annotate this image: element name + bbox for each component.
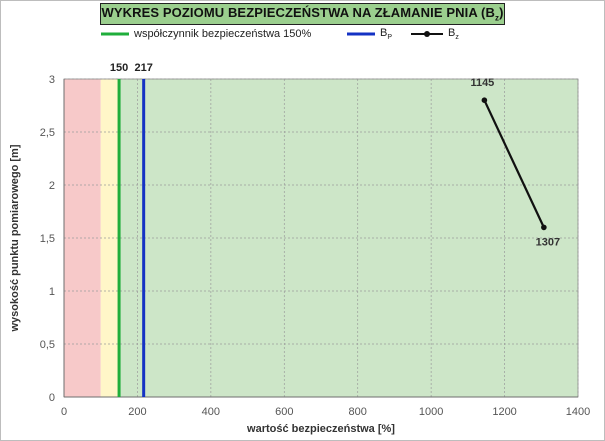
x-tick-label: 800 [349, 406, 367, 418]
x-tick-label: 1400 [566, 406, 590, 418]
legend-swatch-bp [347, 32, 375, 36]
vline-label: 217 [134, 62, 152, 74]
y-tick-label: 1,5 [40, 233, 55, 245]
legend-swatch-bz [411, 31, 443, 37]
series-point-bz [541, 224, 547, 231]
y-tick-label: 1 [49, 286, 55, 298]
series-line-bz [483, 99, 545, 228]
legend-item-safety: współczynnik bezpieczeństwa 150% [100, 26, 311, 42]
chart-title: WYKRES POZIOMU BEZPIECZEŃSTWA NA ZŁAMANI… [101, 5, 504, 23]
legend: współczynnik bezpieczeństwa 150% BP Bz [0, 26, 605, 42]
chart-title-box: WYKRES POZIOMU BEZPIECZEŃSTWA NA ZŁAMANI… [100, 3, 505, 25]
series-point-bz [481, 97, 488, 103]
zone-0 [64, 79, 101, 397]
x-axis-title: wartość bezpieczeństwa [%] [246, 423, 395, 435]
y-tick-label: 2,5 [40, 127, 55, 139]
legend-swatch-safety [101, 32, 129, 36]
x-tick-label: 1200 [492, 406, 516, 418]
x-tick-label: 1000 [419, 406, 443, 418]
legend-label-bp: BP [380, 26, 393, 42]
data-label: 1307 [536, 236, 560, 248]
y-tick-label: 0,5 [40, 339, 55, 351]
x-tick-label: 400 [202, 406, 220, 418]
y-tick-label: 3 [49, 74, 55, 86]
legend-item-bp: BP [346, 26, 392, 42]
x-tick-label: 600 [275, 406, 293, 418]
data-label: 1145 [470, 77, 494, 89]
legend-label-safety: współczynnik bezpieczeństwa 150% [134, 28, 312, 40]
vline-label: 150 [110, 62, 128, 74]
legend-item-bz: Bz [410, 26, 459, 42]
legend-label-bz: Bz [448, 26, 459, 42]
x-tick-label: 0 [61, 406, 67, 418]
y-tick-label: 2 [49, 180, 55, 192]
y-tick-label: 0 [49, 392, 55, 404]
x-tick-label: 200 [128, 406, 146, 418]
y-axis-title: wysokość punktu pomiarowego [m] [9, 144, 21, 332]
